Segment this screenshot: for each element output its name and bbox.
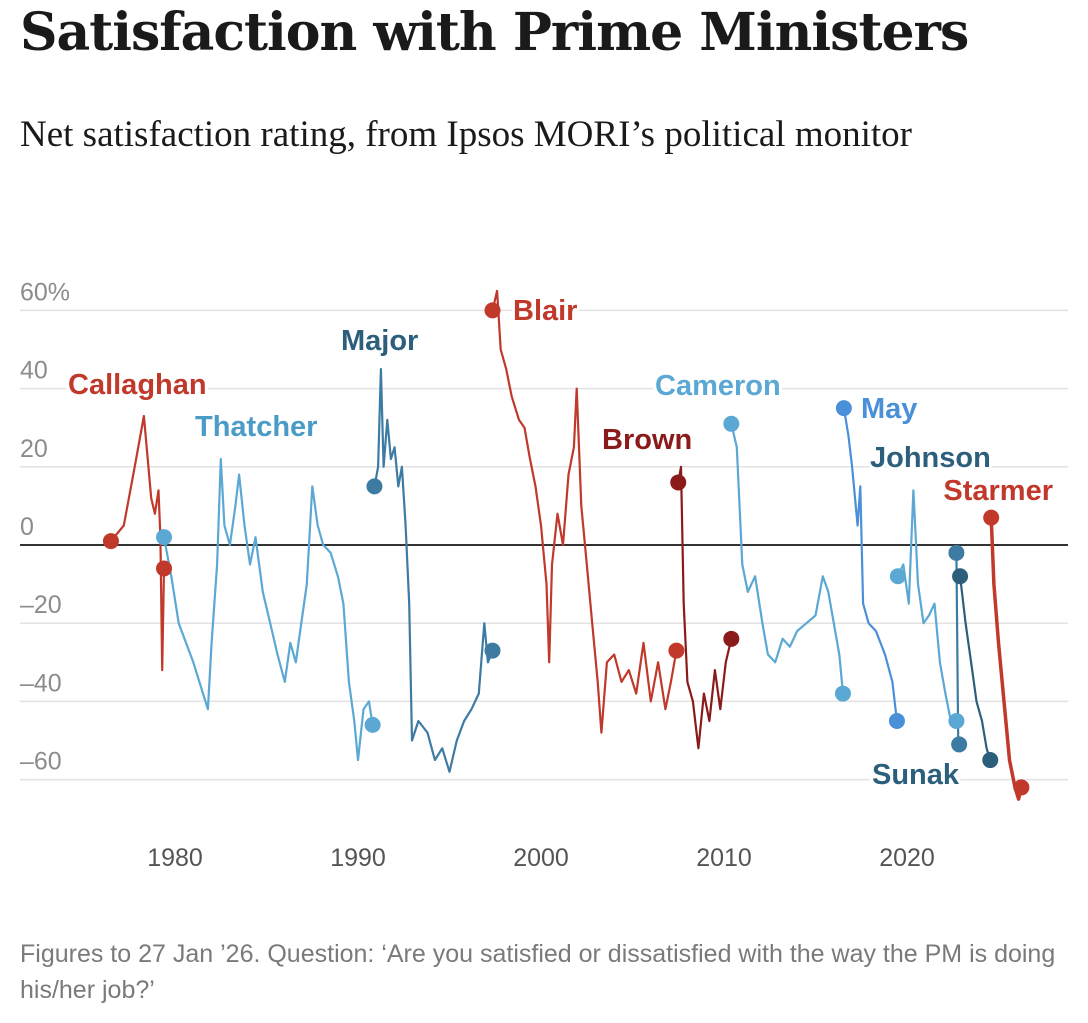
label-major: Major (341, 325, 418, 357)
marker-johnson (889, 568, 906, 585)
series-line-may (842, 407, 898, 722)
y-tick-label: 0 (20, 513, 34, 541)
x-tick-label: 1980 (147, 844, 203, 872)
x-tick-label: 1990 (330, 844, 386, 872)
marker-sunak (982, 752, 999, 769)
y-tick-label: 20 (20, 435, 48, 463)
marker-major (366, 478, 383, 495)
marker-brown (670, 474, 687, 491)
series-line-cameron (730, 423, 845, 694)
marker-may (835, 400, 852, 417)
label-may: May (861, 393, 917, 425)
label-johnson: Johnson (870, 442, 991, 474)
marker-brown (723, 630, 740, 647)
series-line-thatcher (162, 457, 374, 762)
label-sunak: Sunak (872, 759, 960, 791)
series-line-major (373, 368, 494, 773)
footnote: Figures to 27 Jan ’26. Question: ‘Are yo… (20, 940, 1056, 1004)
series-line-callaghan (110, 414, 166, 672)
marker-may (888, 712, 905, 729)
marker-thatcher (156, 529, 173, 546)
x-tick-label: 2010 (696, 844, 752, 872)
chart-svg: 60% 40 20 0 –20 –40 –60 1980 1990 2000 2010 2020 C… (20, 278, 1068, 872)
series-line-johnson (896, 489, 957, 723)
marker-sunak (952, 568, 969, 585)
marker-cameron (723, 415, 740, 432)
pm-labels: Callaghan Thatcher Major Blair Brown Cameron M… (65, 292, 1056, 794)
x-tick-label: 2020 (879, 844, 935, 872)
marker-johnson (948, 712, 965, 729)
x-tick-label: 2000 (513, 844, 569, 872)
label-brown: Brown (602, 424, 692, 456)
y-tick-label: 60% (20, 278, 70, 306)
marker-truss (948, 544, 965, 561)
marker-starmer (1013, 779, 1030, 796)
label-cameron: Cameron (655, 370, 781, 402)
label-starmer: Starmer (943, 475, 1053, 507)
series-line-brown (677, 465, 733, 750)
y-tick-label: –60 (20, 748, 62, 776)
y-tick-label: 40 (20, 357, 48, 385)
label-callaghan: Callaghan (68, 369, 207, 401)
x-axis: 1980 1990 2000 2010 2020 (147, 844, 935, 872)
y-axis: 60% 40 20 0 –20 –40 –60 (20, 278, 70, 775)
marker-thatcher (364, 716, 381, 733)
marker-starmer (983, 509, 1000, 526)
y-tick-label: –40 (20, 669, 62, 697)
series-markers (102, 302, 1030, 796)
marker-major (484, 642, 501, 659)
gridlines (20, 309, 1068, 781)
marker-blair (484, 302, 501, 319)
y-tick-label: –20 (20, 591, 62, 619)
chart-subtitle: Net satisfaction rating, from Ipsos MORI… (20, 114, 912, 155)
marker-callaghan (102, 533, 119, 550)
series-line-sunak (959, 576, 992, 761)
marker-callaghan (156, 560, 173, 577)
marker-truss (951, 736, 968, 753)
label-thatcher: Thatcher (195, 411, 317, 443)
chart-title: Satisfaction with Prime Ministers (20, 2, 969, 63)
marker-blair (668, 642, 685, 659)
label-blair: Blair (513, 295, 577, 327)
series-line-blair (491, 289, 678, 734)
marker-cameron (834, 685, 851, 702)
series-line-starmer (989, 517, 1024, 801)
